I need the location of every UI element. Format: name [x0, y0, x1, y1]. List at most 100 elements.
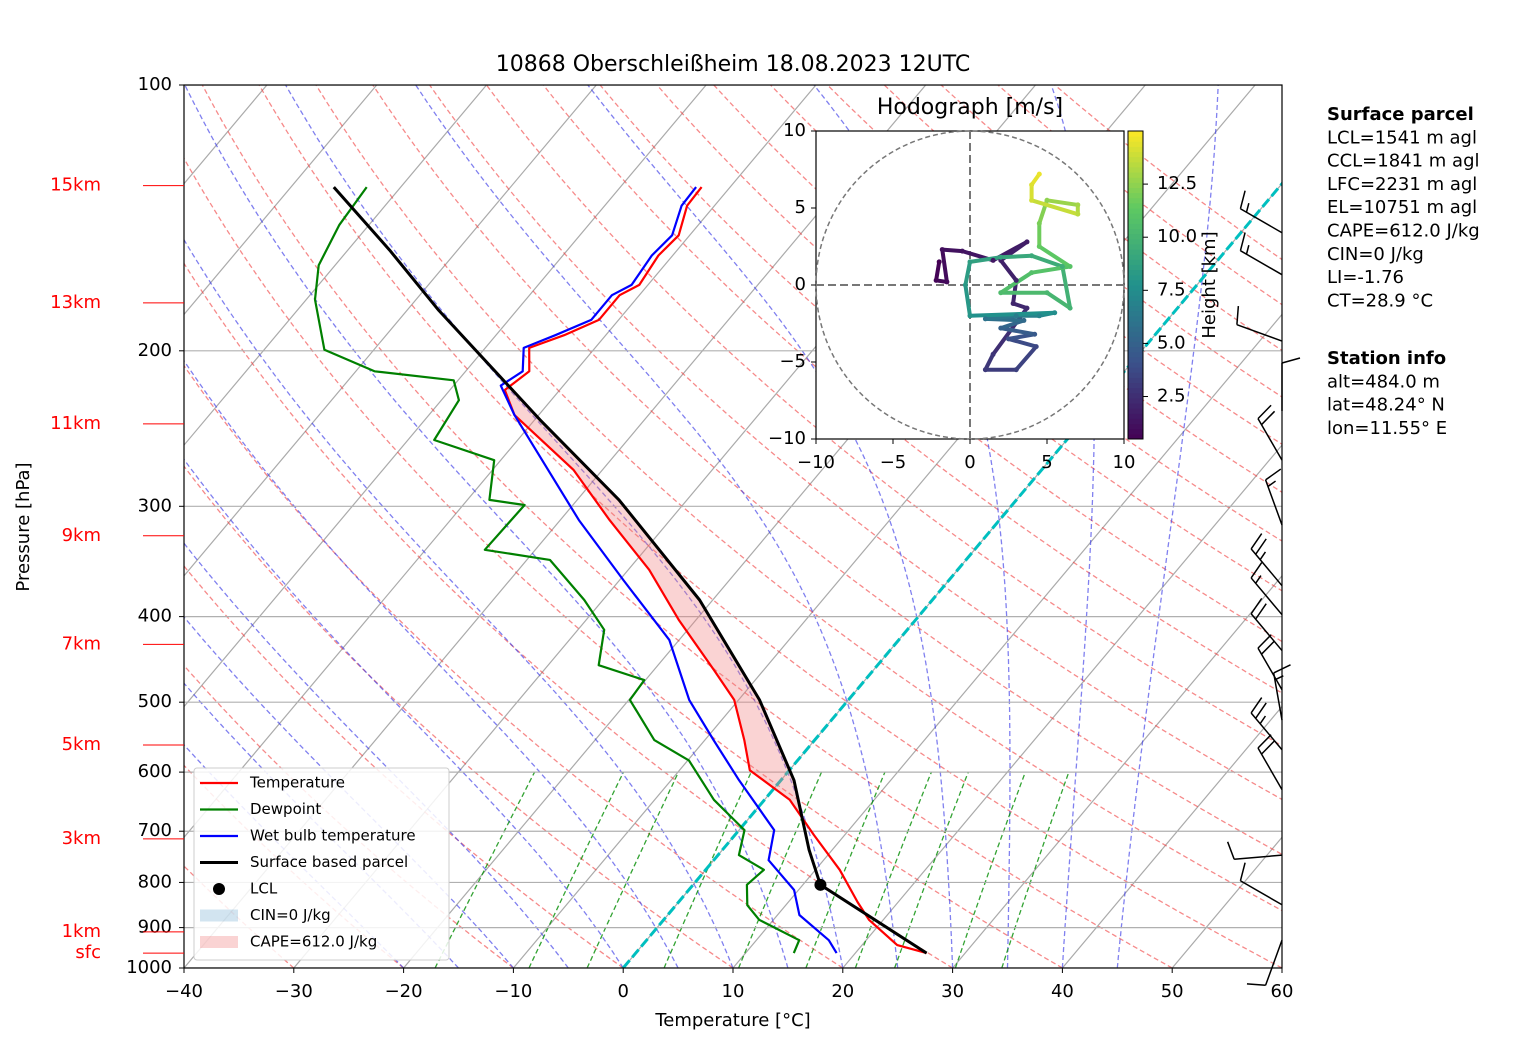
hodograph-segment: [1045, 290, 1073, 311]
x-tick-label: 50: [1161, 981, 1184, 1002]
hodograph-segment: [1029, 253, 1065, 269]
colorbar-band: [1128, 295, 1143, 301]
isotherm: [184, 85, 597, 577]
x-tick-label: 10: [722, 981, 745, 1002]
hodograph-y-tick-label: 0: [795, 274, 806, 295]
colorbar-band: [1128, 249, 1143, 255]
height-label: 13km: [50, 292, 101, 313]
colorbar-band: [1128, 269, 1143, 276]
hodograph-point: [1044, 197, 1050, 203]
wind-barb: [1250, 562, 1283, 616]
hodograph-point: [1013, 313, 1019, 319]
hodograph-x-tick-label: −10: [797, 452, 835, 473]
colorbar-band: [1128, 377, 1143, 384]
x-tick-label: −10: [494, 981, 532, 1002]
hodograph-title: Hodograph [m/s]: [877, 95, 1063, 120]
colorbar-band: [1128, 351, 1143, 358]
colorbar-band: [1128, 367, 1143, 373]
wind-barb: [1257, 404, 1283, 461]
colorbar-band: [1128, 177, 1143, 183]
hodograph-point: [1044, 290, 1050, 296]
colorbar-band: [1128, 161, 1143, 168]
x-tick-label: −20: [385, 981, 423, 1002]
wind-barb: [1264, 468, 1283, 526]
colorbar-band: [1128, 356, 1143, 363]
legend-label: Dewpoint: [250, 800, 321, 818]
x-tick-label: −40: [165, 981, 203, 1002]
colorbar-band: [1128, 213, 1143, 219]
hodograph-point: [967, 313, 973, 319]
hodograph-segment: [983, 352, 996, 372]
colorbar-tick-label: 12.5: [1157, 173, 1197, 194]
hodograph-point: [1075, 202, 1081, 208]
hodograph-point: [1036, 313, 1042, 319]
colorbar-band: [1128, 202, 1143, 209]
isotherm: [952, 574, 1282, 968]
profile-line: [313, 186, 801, 954]
highlight-isotherm: [622, 181, 1282, 968]
info-line: CIN=0 J/kg: [1327, 244, 1424, 265]
hodograph-point: [962, 282, 968, 288]
x-tick-label: 40: [1051, 981, 1074, 1002]
hodograph-point: [1010, 300, 1016, 306]
colorbar-label: Height [km]: [1199, 231, 1220, 338]
wind-barb: [1239, 862, 1283, 906]
colorbar-band: [1128, 182, 1143, 188]
colorbar-band: [1128, 403, 1143, 409]
hodograph-point: [959, 248, 965, 254]
hodograph-point: [1052, 310, 1058, 316]
hodograph-y-tick-label: 5: [795, 197, 806, 218]
colorbar-tick-label: 2.5: [1157, 386, 1186, 407]
colorbar-band: [1128, 305, 1143, 312]
colorbar-band: [1128, 259, 1143, 265]
colorbar-band: [1128, 346, 1143, 353]
colorbar-band: [1128, 254, 1143, 260]
hodograph-point: [1013, 277, 1019, 283]
isotherm: [184, 85, 707, 708]
height-label: 11km: [50, 413, 101, 434]
colorbar-band: [1128, 382, 1143, 389]
hodograph-point: [944, 279, 950, 285]
moist-adiabat: [285, 85, 844, 968]
moist-adiabat: [415, 85, 899, 968]
hodograph-point: [1029, 197, 1035, 203]
colorbar-band: [1128, 315, 1143, 322]
hodograph-segment: [940, 247, 965, 254]
colorbar-band: [1128, 408, 1143, 414]
hodograph-segment: [940, 247, 949, 284]
moist-adiabat: [184, 359, 679, 968]
colorbar-band: [1128, 197, 1143, 204]
y-tick-label: 600: [138, 761, 172, 782]
legend-label: CAPE=612.0 J/kg: [250, 933, 377, 951]
hodograph-segment: [968, 310, 1057, 318]
x-tick-label: 0: [617, 981, 628, 1002]
hodograph-point: [1075, 211, 1081, 217]
y-tick-label: 1000: [126, 957, 172, 978]
colorbar-band: [1128, 387, 1143, 394]
hodograph-point: [1029, 182, 1035, 188]
colorbar-band: [1128, 187, 1143, 194]
colorbar-band: [1128, 413, 1143, 419]
colorbar-band: [1128, 208, 1143, 214]
hodograph-x-tick-label: 10: [1113, 452, 1136, 473]
colorbar-band: [1128, 151, 1143, 158]
dry-adiabat: [184, 157, 1063, 968]
hodograph-point: [998, 325, 1004, 331]
hodograph-segment: [998, 258, 1019, 283]
chart-title: 10868 Oberschleißheim 18.08.2023 12UTC: [496, 52, 971, 77]
isotherm: [184, 85, 487, 447]
dry-adiabat: [770, 85, 1282, 493]
profiles: [313, 181, 1282, 968]
mixing-ratio-line: [586, 771, 680, 968]
mixing-ratio-line: [663, 771, 752, 968]
colorbar-band: [1128, 372, 1143, 378]
hodograph-segment: [1006, 336, 1039, 349]
legend-label: Temperature: [249, 774, 345, 792]
wind-barb: [1239, 232, 1283, 276]
colorbar-band: [1128, 428, 1143, 435]
y-tick-label: 900: [138, 917, 172, 938]
height-label: 5km: [62, 734, 101, 755]
moist-adiabat: [184, 682, 459, 968]
profile-line: [332, 186, 928, 955]
colorbar-band: [1128, 233, 1143, 240]
